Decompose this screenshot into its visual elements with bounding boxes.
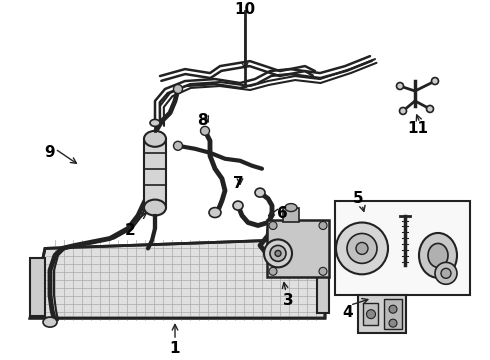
Ellipse shape: [255, 188, 265, 197]
Ellipse shape: [426, 105, 434, 112]
Text: 6: 6: [277, 206, 287, 221]
Ellipse shape: [173, 141, 182, 150]
Ellipse shape: [428, 243, 448, 267]
Ellipse shape: [285, 204, 297, 212]
Ellipse shape: [270, 246, 286, 261]
Ellipse shape: [336, 222, 388, 274]
Text: 11: 11: [408, 121, 428, 136]
Ellipse shape: [150, 120, 160, 126]
Ellipse shape: [275, 251, 281, 256]
Text: 2: 2: [124, 223, 135, 238]
Ellipse shape: [389, 319, 397, 327]
Ellipse shape: [441, 268, 451, 278]
Text: 7: 7: [233, 176, 244, 191]
Ellipse shape: [319, 267, 327, 275]
Ellipse shape: [269, 221, 277, 229]
Text: 1: 1: [170, 341, 180, 356]
Ellipse shape: [144, 199, 166, 216]
Text: 8: 8: [196, 113, 207, 129]
Ellipse shape: [396, 82, 403, 90]
Ellipse shape: [432, 77, 439, 85]
Ellipse shape: [419, 233, 457, 278]
Bar: [267, 220, 329, 277]
Bar: [317, 248, 329, 313]
Ellipse shape: [200, 126, 210, 135]
Polygon shape: [30, 238, 325, 318]
Ellipse shape: [347, 234, 377, 264]
Ellipse shape: [144, 131, 166, 147]
Ellipse shape: [319, 221, 327, 229]
Ellipse shape: [43, 317, 57, 327]
Ellipse shape: [389, 305, 397, 313]
Ellipse shape: [209, 208, 221, 217]
Text: 4: 4: [343, 305, 353, 320]
Ellipse shape: [399, 107, 407, 114]
Text: 10: 10: [234, 2, 256, 17]
Ellipse shape: [356, 242, 368, 255]
Ellipse shape: [264, 239, 292, 267]
Ellipse shape: [173, 85, 182, 94]
Bar: [144, 139, 166, 208]
Ellipse shape: [269, 267, 277, 275]
Bar: [384, 299, 402, 329]
Ellipse shape: [367, 310, 375, 319]
Text: 9: 9: [45, 145, 55, 160]
Ellipse shape: [233, 201, 243, 210]
Bar: [283, 208, 299, 221]
Bar: [358, 295, 406, 333]
Ellipse shape: [435, 262, 457, 284]
Bar: [30, 258, 45, 316]
Bar: [363, 303, 378, 325]
Text: 3: 3: [283, 293, 294, 308]
Bar: [335, 201, 470, 295]
Text: 5: 5: [353, 191, 363, 206]
